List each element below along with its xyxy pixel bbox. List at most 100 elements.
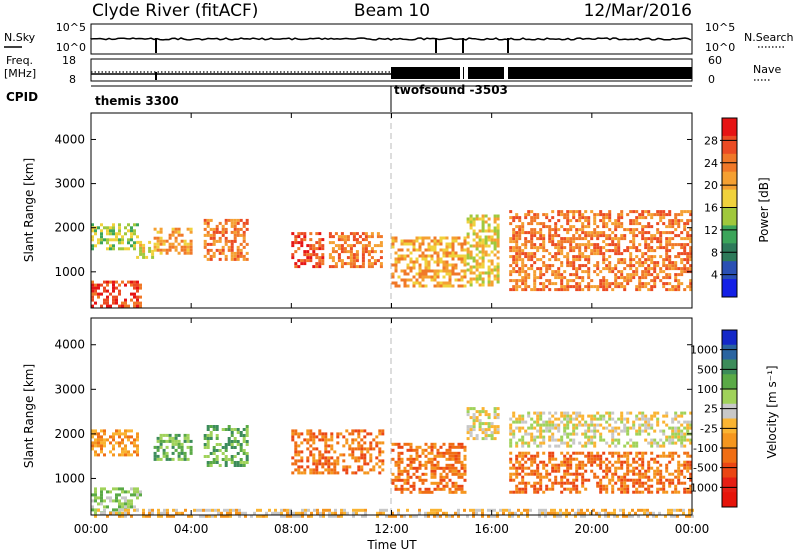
echo-cell <box>548 252 552 256</box>
echo-cell <box>557 426 561 430</box>
echo-cell <box>133 505 136 509</box>
echo-cell <box>340 259 344 263</box>
echo-cell <box>451 263 455 267</box>
echo-cell <box>563 454 567 458</box>
echo-cell <box>605 222 609 226</box>
echo-cell <box>91 286 94 290</box>
echo-cell <box>659 469 663 473</box>
echo-cell <box>412 275 416 279</box>
echo-cell <box>665 454 669 458</box>
echo-cell <box>614 438 618 442</box>
echo-cell <box>512 258 516 262</box>
echo-cell <box>608 414 612 418</box>
echo-cell <box>584 478 588 482</box>
echo-cell <box>224 443 228 446</box>
echo-cell <box>224 227 228 231</box>
echo-cell <box>499 508 502 512</box>
echo-cell <box>445 266 449 270</box>
colorbar-swatch <box>722 433 737 449</box>
echo-cell <box>136 490 139 494</box>
echo-cell <box>427 242 431 246</box>
echo-cell <box>239 461 243 464</box>
echo-cell <box>548 288 552 292</box>
echo-cell <box>212 458 216 461</box>
echo-cell <box>560 279 564 283</box>
echo-cell <box>226 514 229 518</box>
echo-cell <box>656 423 660 427</box>
echo-cell <box>321 256 325 260</box>
echo-cell <box>632 258 636 262</box>
echo-cell <box>553 508 556 512</box>
echo-cell <box>674 219 678 223</box>
echo-cell <box>357 465 361 469</box>
echo-cell <box>487 274 491 278</box>
echo-cell <box>581 276 585 280</box>
echo-cell <box>418 463 422 467</box>
echo-cell <box>533 487 537 491</box>
echo-cell <box>530 255 534 259</box>
echo-cell <box>545 216 549 220</box>
echo-cell <box>360 465 364 469</box>
echo-cell <box>530 288 534 292</box>
echo-cell <box>572 273 576 277</box>
echo-cell <box>445 242 449 246</box>
echo-cell <box>593 222 597 226</box>
echo-cell <box>566 252 570 256</box>
echo-cell <box>641 475 645 479</box>
echo-cell <box>321 456 325 460</box>
echo-cell <box>121 508 124 512</box>
echo-cell <box>644 414 648 418</box>
echo-cell <box>551 463 555 467</box>
echo-cell <box>557 270 561 274</box>
echo-cell <box>632 237 636 241</box>
echo-cell <box>487 416 491 420</box>
echo-cell <box>145 514 148 518</box>
echo-cell <box>670 508 673 512</box>
echo-cell <box>605 472 609 476</box>
echo-cell <box>457 514 460 518</box>
echo-cell <box>584 246 588 250</box>
echo-cell <box>118 508 121 512</box>
echo-cell <box>665 264 669 268</box>
echo-cell <box>527 255 531 259</box>
echo-cell <box>689 255 693 259</box>
echo-cell <box>430 463 434 467</box>
echo-cell <box>539 258 543 262</box>
echo-cell <box>560 264 564 268</box>
echo-cell <box>331 247 335 251</box>
echo-cell <box>180 448 184 452</box>
echo-cell <box>607 514 610 518</box>
echo-cell <box>542 282 546 286</box>
echo-cell <box>611 267 615 271</box>
echo-cell <box>394 236 398 240</box>
echo-cell <box>646 511 649 515</box>
echo-cell <box>635 234 639 238</box>
echo-cell <box>342 468 346 472</box>
echo-cell <box>659 240 663 244</box>
echo-cell <box>165 451 169 455</box>
echo-cell <box>490 425 494 429</box>
echo-cell <box>303 238 307 242</box>
echo-cell <box>217 508 220 512</box>
echo-cell <box>536 466 540 470</box>
echo-cell <box>481 514 484 518</box>
echo-cell <box>578 264 582 268</box>
echo-cell <box>212 236 216 240</box>
nave-label: Nave <box>753 63 781 76</box>
echo-cell <box>569 246 573 250</box>
echo-cell <box>674 234 678 238</box>
echo-cell <box>689 466 693 470</box>
echo-cell <box>306 456 310 460</box>
echo-cell <box>376 259 380 263</box>
echo-cell <box>487 514 490 518</box>
echo-cell <box>448 514 451 518</box>
echo-cell <box>174 236 178 240</box>
echo-cell <box>617 432 621 436</box>
echo-cell <box>221 230 225 234</box>
echo-cell <box>653 414 657 418</box>
echo-cell <box>283 508 286 512</box>
echo-cell <box>349 253 353 257</box>
echo-cell <box>689 490 693 494</box>
echo-cell <box>415 278 419 282</box>
echo-cell <box>671 454 675 458</box>
